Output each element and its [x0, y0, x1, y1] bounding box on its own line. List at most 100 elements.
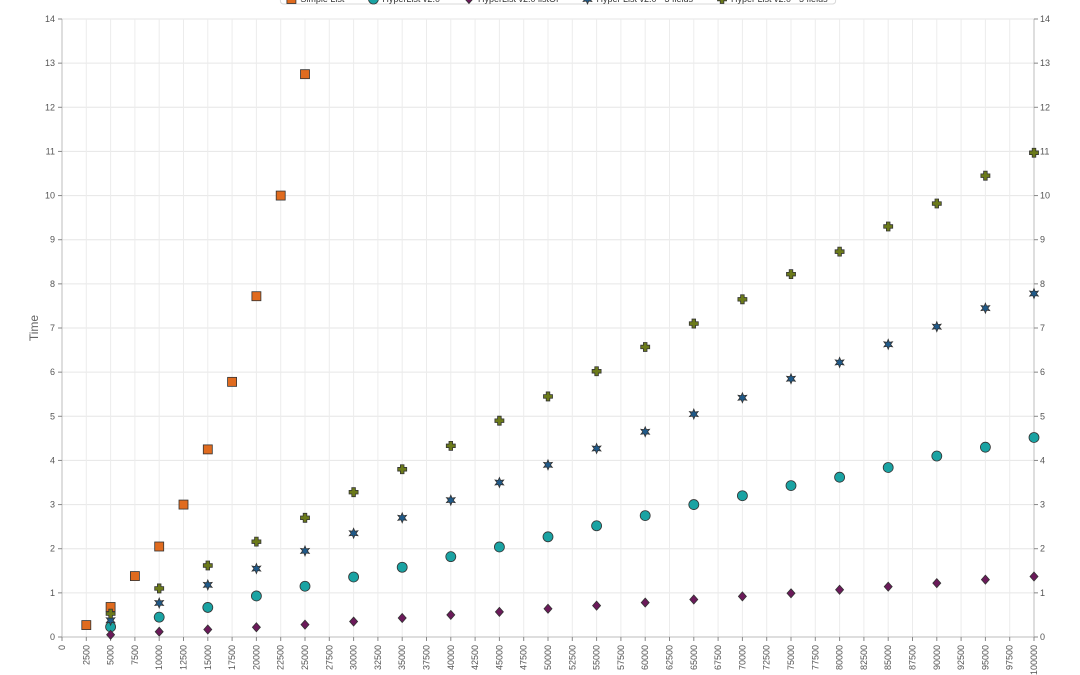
data-point — [883, 581, 893, 592]
data-point — [153, 596, 165, 610]
series-group — [105, 287, 1040, 627]
data-point — [202, 578, 214, 591]
x-tick-label: 7500 — [130, 645, 140, 665]
data-point — [300, 619, 310, 630]
x-tick-label: 47500 — [519, 645, 529, 670]
y-tick-label-right: 6 — [1040, 367, 1045, 377]
data-point — [446, 609, 456, 621]
data-point — [251, 562, 262, 575]
x-tick-label: 35000 — [397, 645, 407, 670]
y-axis-title: Time — [27, 315, 41, 342]
y-tick-label-right: 1 — [1040, 588, 1045, 598]
x-tick-label: 77500 — [810, 645, 820, 670]
y-tick-label: 4 — [50, 455, 55, 465]
data-point — [348, 571, 360, 583]
data-point — [178, 499, 189, 510]
data-point — [591, 520, 602, 532]
data-point — [445, 551, 457, 563]
data-point — [932, 578, 942, 589]
y-tick-label: 13 — [45, 58, 55, 68]
data-point — [105, 608, 116, 619]
data-point — [1029, 147, 1039, 158]
y-tick-label-right: 11 — [1040, 146, 1049, 156]
data-point — [299, 544, 311, 557]
data-point — [493, 541, 505, 553]
y-tick-label-right: 8 — [1040, 279, 1045, 289]
data-point — [639, 510, 651, 522]
y-tick-label-right: 9 — [1040, 235, 1045, 245]
data-point — [542, 458, 554, 471]
x-tick-label: 72500 — [762, 645, 772, 670]
x-tick-label: 2500 — [81, 645, 91, 665]
data-point — [445, 440, 456, 451]
data-point — [592, 600, 602, 611]
data-point — [300, 69, 310, 80]
x-tick-label: 15000 — [203, 645, 213, 670]
data-point — [834, 246, 845, 257]
legend-label: Hyper List v2.0 - 5 fields — [731, 0, 828, 4]
x-tick-label: 10000 — [154, 645, 164, 670]
y-tick-label: 5 — [50, 411, 55, 421]
x-tick-label: 5000 — [106, 645, 116, 665]
data-point — [785, 480, 797, 491]
data-point — [106, 629, 116, 640]
data-point — [202, 444, 213, 455]
x-tick-label: 20000 — [251, 645, 261, 670]
x-tick-label: 45000 — [494, 645, 504, 670]
data-point — [348, 487, 359, 498]
y-tick-label-right: 7 — [1040, 323, 1045, 333]
x-tick-label: 27500 — [324, 645, 334, 670]
y-tick-label: 6 — [50, 367, 55, 377]
data-point — [591, 442, 602, 455]
data-point — [786, 269, 796, 280]
data-point — [640, 597, 650, 608]
x-tick-label: 67500 — [713, 645, 723, 670]
x-tick-label: 17500 — [227, 645, 237, 670]
data-point — [1028, 432, 1040, 443]
data-point — [396, 511, 408, 524]
data-point — [494, 415, 505, 426]
y-tick-label-right: 10 — [1040, 191, 1050, 201]
x-tick-label: 100000 — [1029, 645, 1039, 675]
x-tick-label: 30000 — [349, 645, 359, 670]
data-point — [445, 494, 457, 507]
data-point — [129, 571, 140, 581]
x-tick-label: 40000 — [446, 645, 456, 670]
data-point — [931, 198, 942, 209]
data-point — [1028, 287, 1040, 300]
data-point — [227, 376, 238, 387]
x-tick-label: 97500 — [1005, 645, 1015, 670]
data-point — [202, 560, 213, 571]
x-tick-label: 52500 — [567, 645, 577, 670]
data-point — [397, 612, 407, 624]
data-point — [542, 531, 554, 543]
data-point — [980, 170, 991, 181]
data-point — [250, 590, 262, 602]
x-tick-label: 37500 — [422, 645, 432, 670]
x-tick-label: 57500 — [616, 645, 626, 670]
y-tick-label-right: 2 — [1040, 544, 1045, 554]
data-point — [396, 561, 408, 573]
data-point — [494, 606, 504, 617]
data-point — [639, 425, 651, 438]
y-tick-label-right: 13 — [1040, 58, 1050, 68]
data-point — [251, 291, 262, 302]
y-tick-label-right: 5 — [1040, 411, 1045, 421]
y-tick-label-right: 14 — [1040, 14, 1050, 24]
legend-marker — [717, 0, 727, 4]
legend-marker — [465, 0, 473, 5]
data-point — [299, 580, 311, 592]
x-tick-label: 55000 — [592, 645, 602, 670]
data-point — [348, 527, 359, 540]
data-point — [834, 356, 845, 369]
data-point — [640, 342, 651, 352]
x-tick-label: 42500 — [470, 645, 480, 670]
legend-label: Simple List — [300, 0, 345, 4]
series-group — [105, 432, 1040, 633]
x-tick-label: 75000 — [786, 645, 796, 670]
x-tick-label: 60000 — [640, 645, 650, 670]
x-tick-label: 90000 — [932, 645, 942, 670]
x-tick-label: 82500 — [859, 645, 869, 670]
legend-label: HyperList v2.0 listOf — [478, 0, 559, 4]
